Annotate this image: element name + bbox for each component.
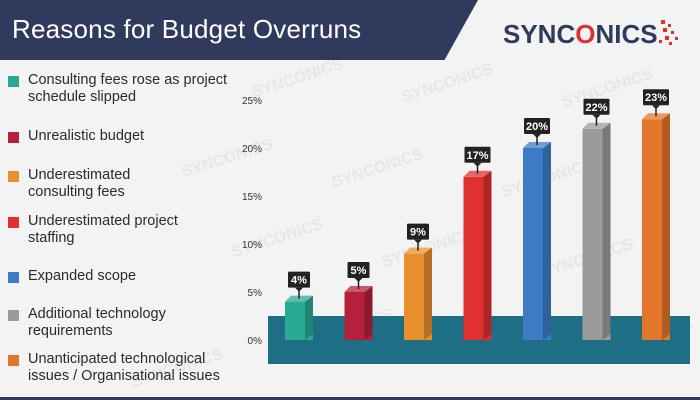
value-label-pointer xyxy=(414,239,422,244)
bottom-border xyxy=(0,397,700,400)
title-band xyxy=(0,0,478,60)
logo-text-hl: O xyxy=(575,19,595,49)
value-label: 20% xyxy=(526,121,548,133)
value-label: 23% xyxy=(645,92,667,104)
y-tick-label: 15% xyxy=(242,192,262,203)
legend-item-underestimated-project-staffing: Underestimated project staffing xyxy=(8,213,238,247)
value-label-pointer xyxy=(533,134,541,138)
legend-swatch xyxy=(8,355,19,366)
value-label-pointer xyxy=(354,278,363,282)
legend-swatch xyxy=(8,76,19,87)
value-label-bg xyxy=(583,98,610,115)
bar-side xyxy=(364,286,373,340)
legend-item-unrealistic-budget: Unrealistic budget xyxy=(8,128,238,145)
value-label: 22% xyxy=(585,102,607,114)
legend-swatch xyxy=(8,132,19,143)
value-label: 5% xyxy=(351,265,367,277)
legend-label: Unrealistic budget xyxy=(28,128,145,144)
bar-side xyxy=(662,113,670,340)
bar-side xyxy=(602,122,611,340)
page-title: Reasons for Budget Overruns xyxy=(12,14,362,44)
y-tick-label: 0% xyxy=(248,336,263,347)
logo-text-main: SYNC xyxy=(503,19,575,49)
value-label-bg xyxy=(288,271,310,288)
legend-label: Additional technology requirements xyxy=(28,306,166,339)
y-tick-label: 25% xyxy=(242,96,262,107)
value-label-pointer xyxy=(295,287,303,292)
y-tick-label: 5% xyxy=(248,288,263,299)
bars-group: 4% 5% 9% 17% 20% 22% 23% xyxy=(285,89,670,340)
logo-graphic: SYNCONICS xyxy=(503,19,678,49)
value-label-bg xyxy=(407,223,429,240)
value-label-bg xyxy=(464,146,491,163)
bar-side xyxy=(483,170,492,340)
bar-side xyxy=(424,247,432,340)
synconics-logo: SYNCONICS xyxy=(503,16,693,50)
legend-label: Expanded scope xyxy=(28,268,137,284)
value-label-pointer xyxy=(652,105,660,110)
y-tick-label: 20% xyxy=(242,144,262,155)
legend-label: Underestimated consulting fees xyxy=(28,167,131,200)
bar-side xyxy=(305,295,313,340)
bar: 23% xyxy=(642,89,670,340)
value-label-pointer xyxy=(473,162,482,167)
legend-swatch xyxy=(8,217,19,228)
value-label-bg xyxy=(524,118,550,134)
value-label-pointer xyxy=(592,114,601,119)
legend-swatch xyxy=(8,310,19,321)
value-label-bg xyxy=(347,262,370,278)
logo-text-rest: NICS xyxy=(595,19,657,49)
value-label: 4% xyxy=(291,275,307,287)
bar: 4% xyxy=(285,271,313,340)
value-label: 9% xyxy=(410,227,426,239)
bar: 17% xyxy=(463,146,492,340)
y-axis: 0% 5% 10% 15% 20% 25% xyxy=(242,96,262,347)
legend-swatch xyxy=(8,272,19,283)
legend-label: Consulting fees rose as project schedule… xyxy=(28,72,228,105)
legend-swatch xyxy=(8,171,19,182)
bar-side xyxy=(543,142,551,340)
legend-label: Underestimated project staffing xyxy=(28,213,178,246)
value-label-bg xyxy=(643,89,669,106)
legend-label: Unanticipated technological issues / Org… xyxy=(28,351,220,384)
bar: 9% xyxy=(404,223,432,340)
header: Reasons for Budget Overruns SYNCONICS xyxy=(0,0,700,60)
bar: 20% xyxy=(523,118,551,340)
svg-text:SYNCONICS: SYNCONICS xyxy=(503,19,658,49)
value-label: 17% xyxy=(466,150,488,162)
legend-item-consulting-fees-slipped: Consulting fees rose as project schedule… xyxy=(8,72,238,106)
y-tick-label: 10% xyxy=(242,240,262,251)
legend-item-underestimated-consulting-fees: Underestimated consulting fees xyxy=(8,167,238,201)
bar: 5% xyxy=(344,262,373,340)
bar: 22% xyxy=(582,98,611,340)
legend-item-expanded-scope: Expanded scope xyxy=(8,268,238,285)
logo-dots-icon xyxy=(659,20,678,45)
legend-item-unanticipated-issues: Unanticipated technological issues / Org… xyxy=(8,351,238,385)
legend-item-additional-technology: Additional technology requirements xyxy=(8,306,238,340)
